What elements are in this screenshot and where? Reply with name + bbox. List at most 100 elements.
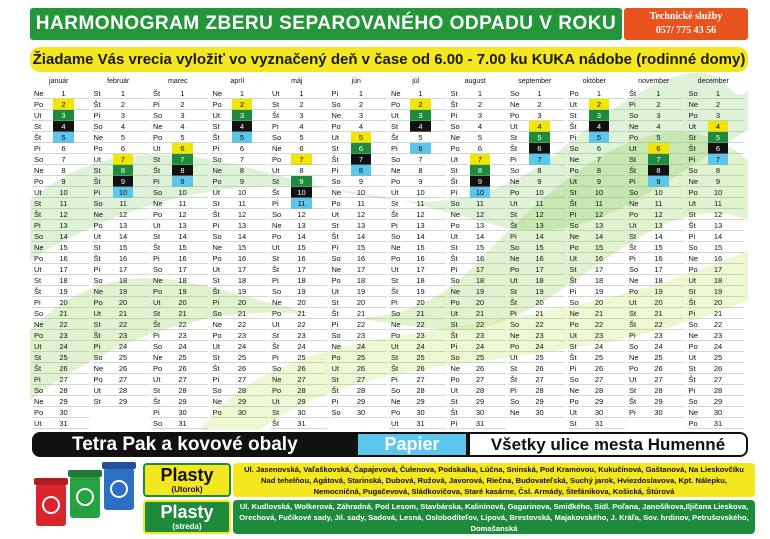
- weekday: So: [567, 143, 589, 154]
- weekday: St: [210, 275, 232, 286]
- weekday: Po: [389, 176, 411, 187]
- weekday: Ne: [686, 176, 708, 187]
- note-cell: [609, 165, 625, 176]
- day-number: 14: [707, 231, 729, 242]
- weekday: Po: [508, 341, 530, 352]
- day-number: 16: [172, 253, 193, 264]
- weekday: Št: [389, 286, 411, 297]
- day-number: 15: [648, 242, 669, 253]
- day-number: 14: [648, 231, 669, 242]
- weekday: Pi: [329, 88, 351, 99]
- weekday: So: [686, 242, 708, 253]
- day-number: 27: [648, 374, 669, 385]
- weekday: Pi: [508, 308, 530, 319]
- day-number: 16: [588, 253, 610, 264]
- note-cell: [609, 88, 625, 99]
- weekday: Št: [448, 330, 470, 341]
- weekday: So: [448, 198, 470, 209]
- weekday: So: [567, 297, 589, 308]
- note-cell: [609, 110, 625, 121]
- day-number: 1: [231, 88, 253, 99]
- day-number: 25: [291, 352, 312, 363]
- note-cell: [371, 121, 387, 132]
- note-cell: [192, 165, 209, 176]
- note-cell: [192, 143, 209, 154]
- weekday: So: [270, 132, 292, 143]
- day-number: 11: [529, 198, 550, 209]
- day-number: 8: [53, 165, 74, 176]
- note-cell: [73, 165, 90, 176]
- note-cell: [490, 209, 506, 220]
- note-cell: [311, 275, 328, 286]
- note-cell: [371, 154, 387, 165]
- note-cell: [668, 99, 685, 110]
- day-number: 24: [53, 341, 74, 352]
- streets-tuesday: Ul. Jasenovská, Vaľaškovská, Čapajevová,…: [233, 463, 755, 497]
- day-number: 23: [529, 330, 550, 341]
- weekday: Ne: [627, 352, 649, 363]
- day-number: 23: [172, 330, 193, 341]
- weekday: St: [627, 154, 649, 165]
- day-number: 20: [53, 297, 74, 308]
- weekday: St: [91, 396, 113, 407]
- note-cell: [430, 187, 447, 198]
- day-number: 26: [707, 363, 729, 374]
- note-cell: [490, 253, 506, 264]
- weekday: Pi: [91, 110, 113, 121]
- note-cell: [73, 99, 90, 110]
- day-number: 17: [350, 264, 372, 275]
- note-cell: [371, 297, 387, 308]
- weekday: So: [627, 264, 649, 275]
- day-number: 13: [350, 220, 372, 231]
- note-cell: [133, 143, 149, 154]
- day-number: 1: [707, 88, 729, 99]
- note-cell: [192, 363, 209, 374]
- note-cell: [549, 407, 566, 418]
- notice: Žiadame Vás vrecia vyložiť vo vyznačený …: [30, 47, 748, 72]
- note-cell: [728, 176, 744, 187]
- note-cell: [371, 176, 387, 187]
- weekday: Pi: [210, 220, 232, 231]
- weekday: Pi: [567, 209, 589, 220]
- weekday: Ut: [686, 198, 708, 209]
- weekday: Ut: [627, 143, 649, 154]
- day-number: 7: [529, 154, 550, 165]
- weekday: Pi: [448, 341, 470, 352]
- weekday: Ut: [448, 231, 470, 242]
- weekday: Ut: [567, 176, 589, 187]
- weekday: Ut: [448, 154, 470, 165]
- weekday: Ne: [508, 253, 530, 264]
- day-number: 18: [588, 275, 610, 286]
- weekday: Št: [686, 143, 708, 154]
- weekday: Št: [627, 88, 649, 99]
- weekday: Ut: [32, 187, 54, 198]
- day-number: 15: [231, 242, 253, 253]
- day-number: 2: [648, 99, 669, 110]
- weekday: St: [448, 165, 470, 176]
- day-number: 28: [53, 385, 74, 396]
- day-number: 4: [588, 121, 610, 132]
- weekday: Št: [270, 110, 292, 121]
- note-cell: [668, 374, 685, 385]
- weekday: Pi: [210, 297, 232, 308]
- day-number: 12: [350, 209, 372, 220]
- note-cell: [252, 308, 268, 319]
- note-cell: [728, 242, 744, 253]
- note-cell: [430, 165, 447, 176]
- day-number: 16: [648, 253, 669, 264]
- weekday: Ut: [508, 275, 530, 286]
- note-cell: [311, 88, 328, 99]
- weekday: Pi: [32, 220, 54, 231]
- note-cell: [311, 286, 328, 297]
- weekday: Št: [151, 88, 173, 99]
- day-number: 19: [529, 286, 550, 297]
- weekday: Pi: [210, 374, 232, 385]
- day-number: 27: [291, 374, 312, 385]
- note-cell: [311, 330, 328, 341]
- note-cell: [73, 363, 90, 374]
- note-cell: [133, 165, 149, 176]
- note-cell: [73, 352, 90, 363]
- note-cell: [490, 374, 506, 385]
- note-cell: [311, 187, 328, 198]
- note-cell: [133, 220, 149, 231]
